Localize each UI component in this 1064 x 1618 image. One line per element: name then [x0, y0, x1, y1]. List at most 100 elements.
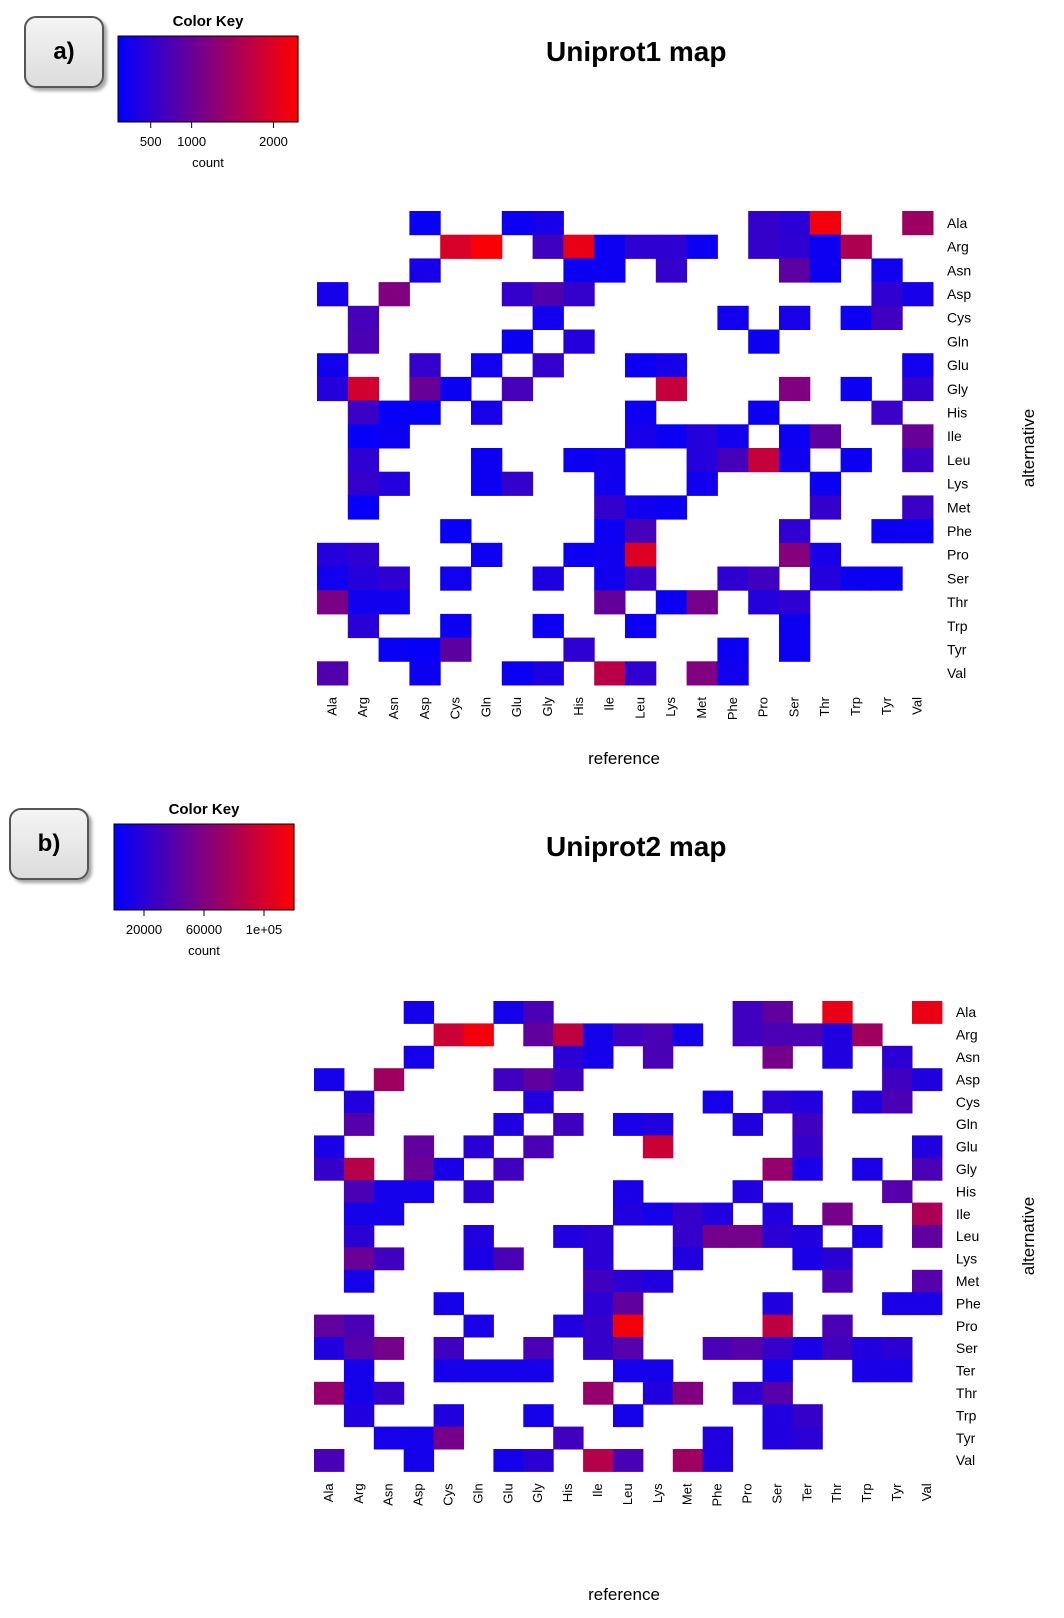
- x-tick-label: Leu: [632, 697, 647, 719]
- color-key-gradient: [202, 36, 206, 122]
- heatmap-cell: [403, 1045, 435, 1069]
- x-tick-label: Leu: [620, 1483, 635, 1505]
- color-key-gradient: [279, 824, 283, 910]
- heatmap-cell: [563, 258, 595, 283]
- heatmap-cell: [871, 258, 903, 283]
- heatmap-cell: [702, 1090, 734, 1114]
- x-tick-label: Met: [680, 1483, 695, 1505]
- heatmap-cell: [672, 1381, 704, 1405]
- heatmap-cell: [532, 282, 564, 307]
- color-key-tick-label: 20000: [126, 922, 162, 937]
- heatmap-cell: [523, 1090, 554, 1114]
- heatmap-cell: [822, 1023, 853, 1047]
- heatmap-cell: [871, 282, 903, 307]
- color-key-gradient: [163, 36, 167, 122]
- heatmap-cell: [902, 424, 934, 449]
- color-key-gradient: [177, 824, 181, 910]
- color-key-gradient: [237, 824, 241, 910]
- color-key-gradient: [274, 36, 278, 122]
- heatmap-cell: [501, 329, 534, 354]
- heatmap-cell: [501, 661, 534, 686]
- color-key-gradient: [226, 36, 230, 122]
- heatmap-cell: [912, 1202, 943, 1226]
- color-key-gradient: [193, 36, 197, 122]
- heatmap-cell: [501, 471, 534, 496]
- color-key-gradient: [153, 824, 157, 910]
- heatmap-cell: [717, 448, 749, 473]
- heatmap-cell: [613, 1404, 644, 1428]
- heatmap-cell: [583, 1225, 614, 1248]
- color-key-gradient: [132, 824, 136, 910]
- panel-label: a): [24, 16, 104, 88]
- heatmap-cell: [902, 282, 934, 307]
- color-key-gradient: [135, 824, 139, 910]
- heatmap-cell: [762, 1023, 793, 1047]
- heatmap-cell: [594, 566, 626, 591]
- color-key-tick-label: 500: [140, 134, 162, 149]
- color-key-gradient: [213, 824, 217, 910]
- heatmap-cell: [553, 1314, 584, 1338]
- heatmap-cell: [613, 1023, 644, 1047]
- heatmap-cell: [809, 542, 842, 567]
- heatmap-cell: [523, 1068, 554, 1092]
- heatmap-cell: [403, 1180, 435, 1204]
- color-key-gradient: [121, 36, 125, 122]
- heatmap-cell: [912, 1225, 943, 1248]
- heatmap-cell: [343, 1269, 375, 1293]
- heatmap-cell: [378, 282, 410, 307]
- heatmap-cell: [686, 661, 718, 686]
- panel-a: a) Uniprot1 map Color Key 500 1000 2000 coun…: [0, 0, 1064, 800]
- color-key-gradient: [285, 824, 289, 910]
- heatmap-cell: [779, 234, 811, 259]
- axis-labels: reference alternative: [588, 1197, 1038, 1604]
- color-key-gradient: [118, 36, 122, 122]
- heatmap-cell: [347, 471, 380, 496]
- heatmap-cell: [613, 1337, 644, 1360]
- heatmap-cell: [852, 1225, 883, 1248]
- heatmap-cell: [523, 1001, 554, 1024]
- x-tick-label: Tyr: [889, 1483, 904, 1502]
- heatmap-cell: [347, 566, 380, 591]
- x-axis-label: reference: [588, 749, 660, 768]
- heatmap-cell: [717, 305, 749, 330]
- heatmap-cell: [594, 542, 626, 567]
- heatmap-cell: [779, 258, 811, 283]
- y-tick-label: Tyr: [947, 641, 967, 657]
- heatmap-cell: [779, 424, 811, 449]
- heatmap-cell: [822, 1337, 853, 1360]
- y-axis-label: alternative: [1019, 409, 1038, 487]
- heatmap-cell: [792, 1157, 823, 1181]
- x-tick-label: Cys: [441, 1483, 456, 1506]
- heatmap-cell: [762, 1045, 793, 1069]
- heatmap-cell: [314, 1337, 345, 1360]
- heatmap-cell: [583, 1023, 614, 1047]
- heatmap-cell: [347, 400, 380, 425]
- color-key-gradient: [117, 824, 121, 910]
- heatmap-cell: [840, 448, 872, 473]
- heatmap-cell: [343, 1113, 375, 1136]
- x-tick-label: Glu: [509, 697, 524, 717]
- color-key-xlabel: count: [192, 155, 224, 170]
- heatmap-cell: [583, 1314, 614, 1338]
- heatmap-cell: [762, 1381, 793, 1405]
- x-axis-label: reference: [588, 1585, 660, 1604]
- y-tick-label: Met: [956, 1273, 979, 1289]
- x-tick-label: Glu: [500, 1483, 515, 1503]
- heatmap-cell: [655, 376, 688, 402]
- x-tick-label: Ser: [769, 1483, 784, 1504]
- heatmap-cell: [748, 211, 780, 236]
- y-tick-label: Lys: [947, 476, 968, 492]
- color-key-gradient: [141, 824, 145, 910]
- x-tick-label: Trp: [859, 1483, 874, 1502]
- color-key-gradient: [130, 36, 134, 122]
- heatmap-cell: [532, 661, 564, 686]
- heatmap-cell: [532, 566, 564, 591]
- heatmap-cell: [792, 1090, 823, 1114]
- heatmap-cell: [779, 613, 811, 639]
- heatmap-cell: [792, 1426, 823, 1450]
- y-tick-label: Leu: [947, 452, 970, 468]
- heatmap-cell: [822, 1269, 853, 1293]
- color-key-gradient: [291, 824, 295, 910]
- x-tick-label: Phe: [710, 1483, 725, 1506]
- color-key-gradient: [139, 36, 143, 122]
